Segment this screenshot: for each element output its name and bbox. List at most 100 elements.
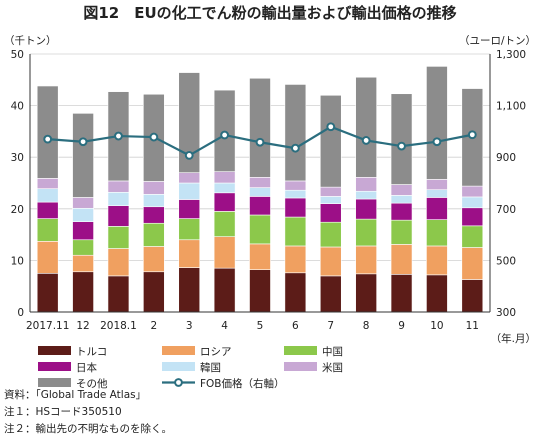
x-axis-unit: （年.月） <box>491 332 536 345</box>
x-tick-label: 9 <box>398 320 405 332</box>
bar-segment <box>355 245 377 275</box>
bar-segment <box>107 191 130 207</box>
bar-segment <box>72 271 94 313</box>
bar-segment <box>319 186 342 197</box>
bar-segment <box>284 197 307 218</box>
bar-segment <box>213 182 236 194</box>
bar-segment <box>461 279 484 313</box>
fob-price-point <box>326 122 336 132</box>
legend-label: 米国 <box>322 361 343 374</box>
bar-segment <box>426 179 448 191</box>
right-tick-label: 900 <box>496 152 516 164</box>
legend-marker <box>174 378 183 387</box>
left-tick-label: 10 <box>11 255 24 267</box>
fob-price-point <box>432 137 442 147</box>
bar-segment <box>390 195 413 204</box>
bar-segment <box>319 94 342 188</box>
bar-segment <box>461 196 484 209</box>
fob-price-point <box>43 134 53 144</box>
x-tick-label: 3 <box>186 320 193 332</box>
bar-segment <box>72 221 94 241</box>
x-tick-label: 10 <box>430 320 443 332</box>
right-tick-label: 300 <box>496 307 516 319</box>
fob-price-point <box>114 131 123 141</box>
bar-segment <box>178 218 201 241</box>
x-tick-label: 4 <box>221 320 228 332</box>
x-tick-label: 7 <box>327 320 334 332</box>
bar-segment <box>390 219 413 245</box>
bar-segment <box>390 202 413 221</box>
bar-segment <box>390 184 413 196</box>
bar-segment <box>36 201 59 219</box>
bar-segment <box>249 214 271 245</box>
chart-title: 図12 EUの化工でん粉の輸出量および輸出価格の推移 <box>83 4 456 22</box>
legend-swatch <box>38 346 71 355</box>
bar-segment <box>72 207 94 222</box>
bar-segment <box>355 177 377 192</box>
bar-segment <box>213 171 236 184</box>
bar-segment <box>72 239 94 256</box>
bar-segment <box>36 178 59 189</box>
x-tick-label: 12 <box>76 320 89 332</box>
legend-swatch <box>38 378 71 387</box>
legend-swatch <box>162 362 195 371</box>
legend-swatch <box>162 346 195 355</box>
bar-segment <box>319 203 342 223</box>
fob-price-point <box>397 141 406 151</box>
fob-price-point <box>78 137 88 147</box>
bar-segment <box>107 180 130 193</box>
legend-label: 韓国 <box>200 362 221 374</box>
bar-segment <box>107 205 130 227</box>
bar-segment <box>355 273 377 313</box>
bar-segment <box>213 267 236 313</box>
left-tick-label: 50 <box>11 49 24 61</box>
bar-segment <box>390 274 413 313</box>
right-tick-label: 700 <box>496 204 516 216</box>
bar-segment <box>355 198 377 220</box>
x-tick-label: 5 <box>257 320 264 332</box>
bar-segment <box>284 245 307 274</box>
fob-price-point <box>149 132 159 142</box>
bar-segment <box>249 196 271 216</box>
bar-segment <box>36 85 59 179</box>
bar-segment <box>36 218 59 242</box>
left-tick-label: 30 <box>11 152 24 164</box>
bar-segment <box>426 189 448 198</box>
bar-segment <box>143 206 165 224</box>
bar-segment <box>36 241 59 274</box>
fob-price-line <box>43 122 477 160</box>
bar-segment <box>284 216 307 247</box>
bar-segment <box>249 243 271 270</box>
bar-segment <box>72 197 94 209</box>
bar-segment <box>426 197 448 220</box>
bar-segment <box>178 267 201 313</box>
left-axis-unit: （千トン） <box>4 35 57 47</box>
x-tick-label: 8 <box>363 320 370 332</box>
bar-segment <box>143 271 165 313</box>
bar-segment <box>461 247 484 280</box>
bar-segment <box>178 72 201 173</box>
bar-segment <box>36 188 59 203</box>
bar-segment <box>72 254 94 273</box>
left-tick-label: 40 <box>11 101 24 113</box>
bar-segment <box>426 274 448 313</box>
legend-label: ロシア <box>200 346 232 358</box>
legend-label: FOB価格（右軸） <box>200 377 285 390</box>
bar-segment <box>390 93 413 185</box>
x-tick-label: 6 <box>292 320 299 332</box>
right-tick-label: 500 <box>496 255 516 267</box>
bar-segment <box>426 66 448 180</box>
legend-label: トルコ <box>76 346 107 358</box>
bar-segment <box>426 245 448 276</box>
fob-price-point <box>184 150 194 160</box>
fob-price-point <box>255 137 265 147</box>
left-tick-label: 0 <box>17 307 24 319</box>
left-tick-label: 20 <box>11 204 24 216</box>
bar-segment <box>213 211 236 237</box>
right-tick-label: 1,300 <box>496 49 526 61</box>
fob-price-point <box>220 130 230 140</box>
bar-segment <box>249 269 271 313</box>
legend-label: その他 <box>76 377 108 390</box>
bar-segment <box>213 192 236 212</box>
